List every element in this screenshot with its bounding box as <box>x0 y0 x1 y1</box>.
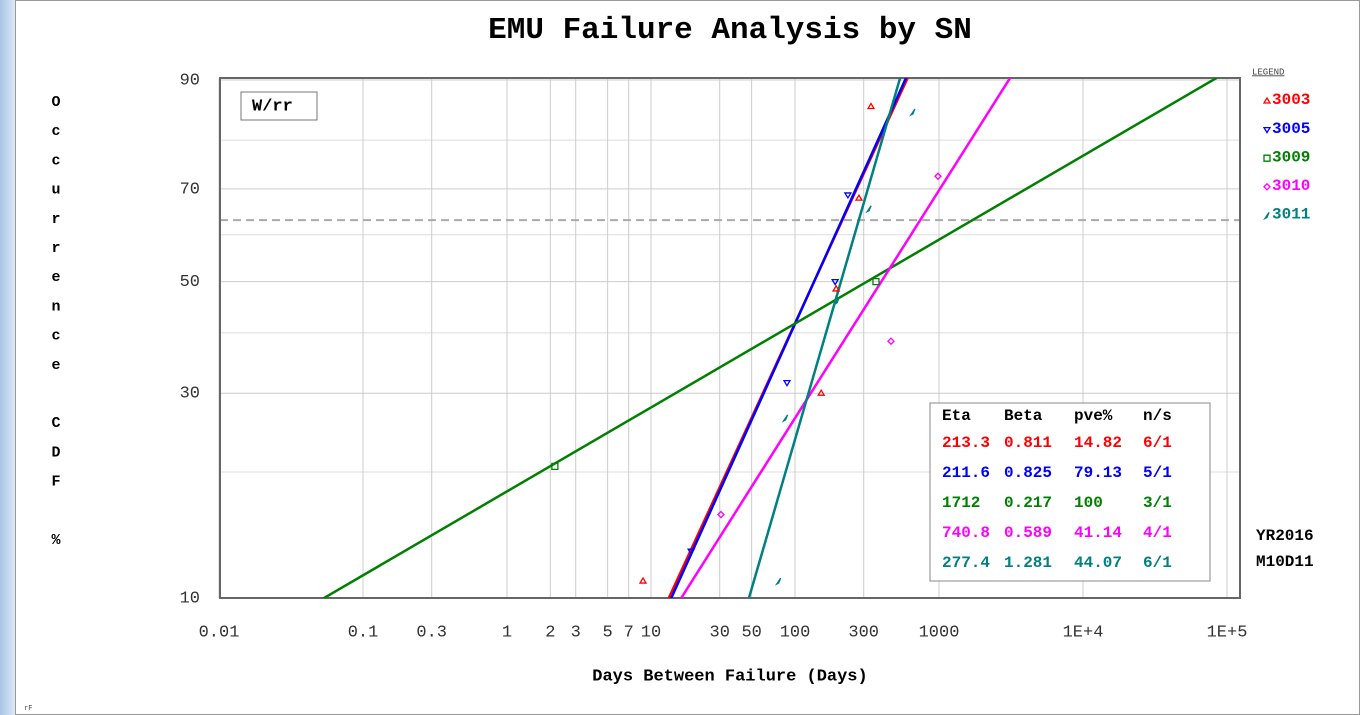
table-cell: 211.6 <box>942 464 990 482</box>
table-header: Beta <box>1004 407 1043 425</box>
legend-label: 3011 <box>1272 206 1310 224</box>
data-point <box>831 284 841 292</box>
data-point <box>717 510 725 519</box>
table-cell: 3/1 <box>1143 494 1172 512</box>
y-tick-label: 70 <box>180 180 200 199</box>
data-point <box>774 577 782 586</box>
legend-marker <box>1263 212 1270 221</box>
y-tick-label: 50 <box>180 273 200 292</box>
table-cell: 277.4 <box>942 554 990 572</box>
table-cell: 100 <box>1074 494 1103 512</box>
legend-label: 3003 <box>1272 91 1310 109</box>
data-point <box>638 576 648 584</box>
table-cell: 0.811 <box>1004 434 1052 452</box>
stats-table <box>929 402 1211 582</box>
x-tick-label: 0.3 <box>416 623 447 642</box>
legend-marker <box>1262 96 1272 104</box>
y-tick-label: 90 <box>180 71 200 90</box>
fit-lines <box>321 78 1219 598</box>
y-tick-label: 30 <box>180 385 200 404</box>
table-cell: 0.217 <box>1004 494 1052 512</box>
legend-marker <box>1262 126 1272 134</box>
x-tick-label: 0.1 <box>348 623 379 642</box>
plot-frame <box>219 77 1241 599</box>
x-tick-label: 2 <box>545 623 555 642</box>
table-cell: 5/1 <box>1143 464 1172 482</box>
table-header: pve% <box>1074 407 1113 425</box>
table-cell: 0.825 <box>1004 464 1052 482</box>
data-point <box>872 277 880 286</box>
legend-label: 3005 <box>1272 120 1310 138</box>
chart-title: EMU Failure Analysis by SN <box>488 13 972 48</box>
data-point <box>830 278 840 286</box>
legend-label: 3010 <box>1272 177 1310 195</box>
x-tick-label: 10 <box>641 623 661 642</box>
x-tick-label: 3 <box>571 623 581 642</box>
table-cell: 213.3 <box>942 434 990 452</box>
legend-marker <box>1263 154 1271 162</box>
method-box <box>240 91 318 121</box>
data-point <box>843 192 853 200</box>
table-cell: 14.82 <box>1074 434 1122 452</box>
data-point <box>909 108 916 117</box>
footer-mark: rF <box>24 705 32 713</box>
date-day: M10D11 <box>1256 553 1314 571</box>
data-point <box>782 380 792 387</box>
data-point <box>817 388 826 396</box>
data-point <box>865 205 872 214</box>
table-cell: 0.589 <box>1004 524 1052 542</box>
x-tick-label: 1E+4 <box>1063 623 1104 642</box>
table-cell: 6/1 <box>1143 554 1172 572</box>
table-cell: 4/1 <box>1143 524 1172 542</box>
data-point <box>866 102 876 110</box>
y-tick-label: 10 <box>180 589 200 608</box>
table-header: Eta <box>942 407 971 425</box>
x-tick-label: 50 <box>741 623 761 642</box>
table-cell: 6/1 <box>1143 434 1172 452</box>
legend-marker <box>1263 182 1271 191</box>
x-tick-label: 5 <box>603 623 613 642</box>
data-point <box>833 297 840 306</box>
side-strip <box>0 0 15 715</box>
x-axis-label: Days Between Failure (Days) <box>592 667 867 686</box>
x-tick-label: 1E+5 <box>1207 623 1248 642</box>
fit-line <box>679 78 1012 598</box>
x-tick-label: 1000 <box>919 623 960 642</box>
chart-frame <box>15 0 1360 715</box>
x-tick-label: 0.01 <box>199 623 240 642</box>
legend-title: LEGEND <box>1252 67 1284 77</box>
table-cell: 41.14 <box>1074 524 1122 542</box>
table-cell: 1.281 <box>1004 554 1052 572</box>
data-point <box>781 414 789 423</box>
x-tick-label: 300 <box>848 623 879 642</box>
fit-line <box>747 78 902 598</box>
table-header: n/s <box>1143 407 1172 425</box>
x-tick-label: 1 <box>502 623 512 642</box>
data-point <box>887 337 895 346</box>
x-tick-label: 7 <box>624 623 634 642</box>
table-cell: 79.13 <box>1074 464 1122 482</box>
data-point <box>934 172 942 181</box>
table-cell: 740.8 <box>942 524 990 542</box>
data-point <box>551 462 559 471</box>
x-tick-label: 100 <box>780 623 811 642</box>
method-label: W/rr <box>252 97 293 116</box>
fit-line <box>321 78 1219 598</box>
table-cell: 44.07 <box>1074 554 1122 572</box>
data-point <box>686 548 696 556</box>
legend-label: 3009 <box>1272 148 1310 166</box>
x-tick-label: 30 <box>710 623 730 642</box>
table-cell: 1712 <box>942 494 980 512</box>
data-point <box>854 193 864 201</box>
date-year: YR2016 <box>1256 527 1314 545</box>
